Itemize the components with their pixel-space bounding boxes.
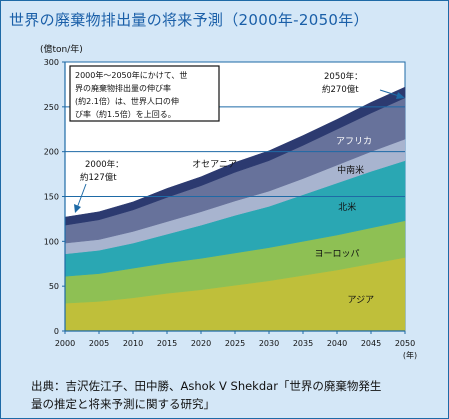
annotation-end-line-2: 約270億t [322,84,359,95]
annotation-start-pointer [76,183,87,209]
annotation-start-arrowhead [74,204,81,213]
note-line-4: び率（約1.5倍）を上回る。 [75,109,176,119]
annotation-start-line-2: 約127億t [80,172,117,183]
y-tick-label-6: 300 [44,58,59,67]
area-series-5 [64,86,406,226]
x-tick-label-10: 2050 [395,339,415,348]
note-line-1: 2000年～2050年にかけて、世 [75,70,187,80]
note-line-2: 界の廃棄物排出量の伸び率 [75,83,171,93]
y-tick-label-3: 150 [44,193,59,202]
x-tick-label-5: 2025 [225,339,245,348]
series-label-3: 中南米 [337,164,364,176]
x-tick-label-0: 2000 [55,339,75,348]
y-tick-label-4: 200 [44,148,59,157]
x-tick-label-7: 2035 [293,339,313,348]
note-line-3: (約2.1倍）は、世界人口の伸 [75,96,179,106]
chart-title: 世界の廃棄物排出量の将来予測（2000年-2050年） [9,11,369,29]
source-citation: 出典：吉沢佐江子、田中勝、Ashok V Shekdar「世界の廃棄物発生 量の… [31,377,381,413]
series-label-4: アフリカ [336,136,372,147]
note-box [69,65,220,122]
annotation-end-arrowhead [396,92,405,99]
annotation-end-pointer [379,89,400,97]
y-axis-label: (億ton/年) [40,43,83,55]
series-label-1: ヨーロッパ [314,249,359,260]
x-tick-label-8: 2040 [327,339,347,348]
x-tick-label-6: 2030 [259,339,279,348]
annotation-start-line-1: 2000年： [85,159,124,170]
x-tick-label-4: 2020 [191,339,211,348]
series-label-5: オセアニア [192,159,237,170]
x-axis-label: (年) [403,350,417,360]
series-label-2: 北米 [338,201,356,213]
x-tick-label-3: 2015 [157,339,177,348]
source-line-2: 量の推定と将来予測に関する研究」 [31,397,215,411]
y-tick-label-0: 0 [54,327,59,336]
source-line-1: 出典：吉沢佐江子、田中勝、Ashok V Shekdar「世界の廃棄物発生 [31,379,382,393]
x-tick-label-9: 2045 [361,339,381,348]
y-tick-label-5: 250 [44,103,59,112]
series-label-0: アジア [347,295,374,305]
y-tick-label-2: 100 [44,237,59,246]
y-tick-label-1: 50 [49,282,59,291]
x-tick-label-2: 2010 [123,339,143,348]
x-tick-label-1: 2005 [89,339,109,348]
annotation-end-line-1: 2050年： [324,71,363,82]
